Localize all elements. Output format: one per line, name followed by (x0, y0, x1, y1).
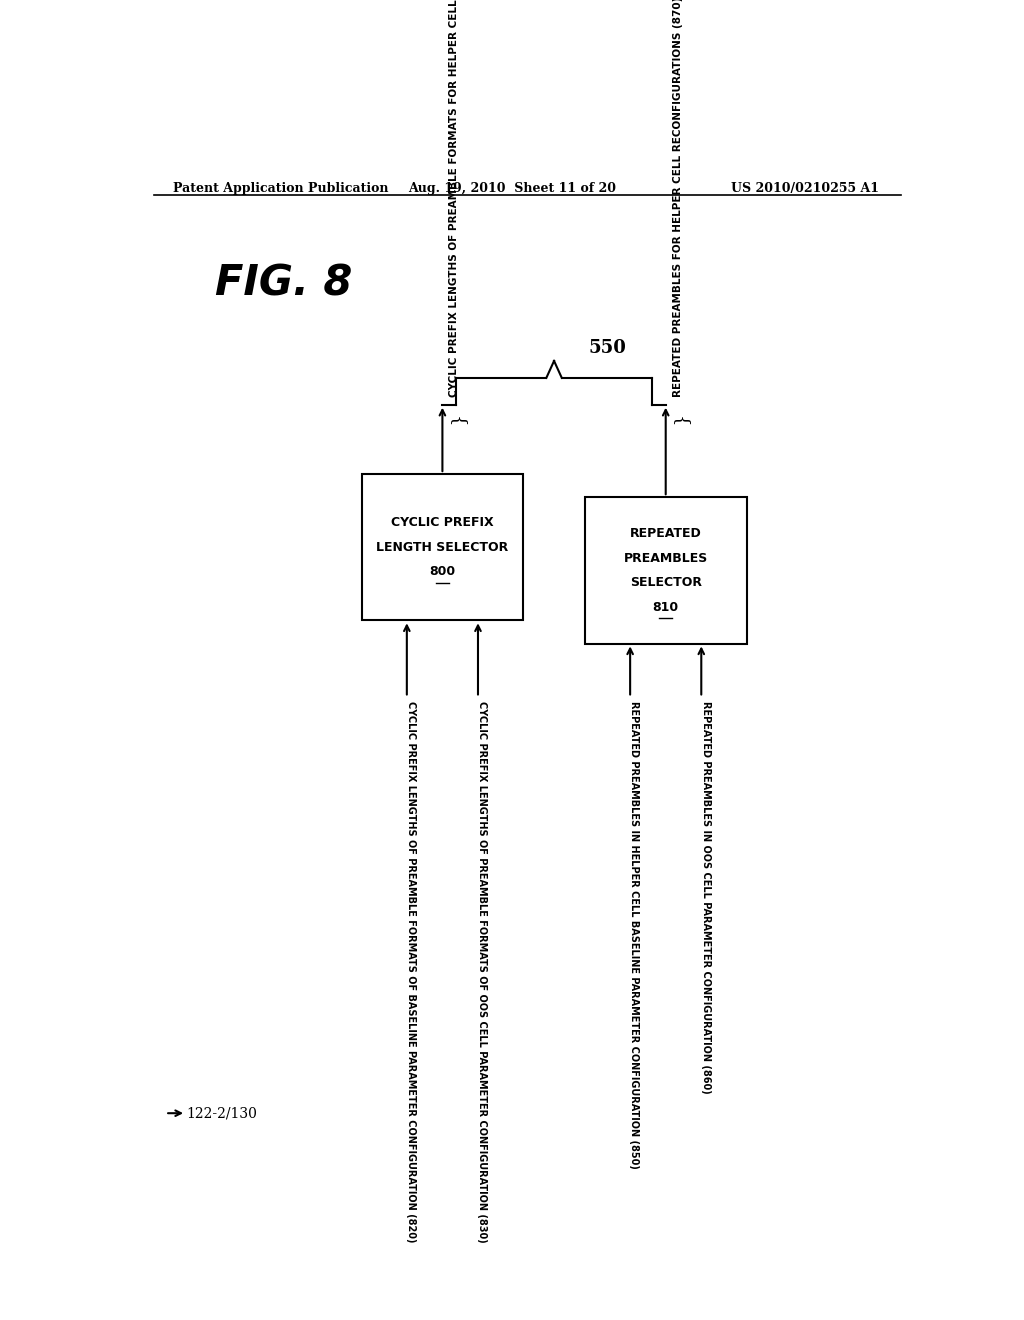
Text: SELECTOR: SELECTOR (630, 576, 701, 589)
Text: FIG. 8: FIG. 8 (215, 263, 352, 305)
Text: CYCLIC PREFIX LENGTHS OF PREAMBLE FORMATS FOR HELPER CELL RECONFIGS. (840): CYCLIC PREFIX LENGTHS OF PREAMBLE FORMAT… (450, 0, 460, 397)
Text: US 2010/0210255 A1: US 2010/0210255 A1 (731, 182, 880, 194)
Text: CYCLIC PREFIX LENGTHS OF PREAMBLE FORMATS OF OOS CELL PARAMETER CONFIGURATION (8: CYCLIC PREFIX LENGTHS OF PREAMBLE FORMAT… (477, 701, 487, 1243)
Bar (585, 498, 746, 644)
Text: 122-2/130: 122-2/130 (186, 1106, 257, 1121)
Text: Patent Application Publication: Patent Application Publication (173, 182, 388, 194)
Text: 800: 800 (429, 565, 456, 578)
Text: REPEATED PREAMBLES IN OOS CELL PARAMETER CONFIGURATION (860): REPEATED PREAMBLES IN OOS CELL PARAMETER… (700, 701, 711, 1094)
Text: REPEATED PREAMBLES IN HELPER CELL BASELINE PARAMETER CONFIGURATION (850): REPEATED PREAMBLES IN HELPER CELL BASELI… (630, 701, 639, 1170)
Text: PREAMBLES: PREAMBLES (624, 552, 708, 565)
Bar (361, 474, 523, 620)
Text: 550: 550 (589, 339, 627, 358)
Text: CYCLIC PREFIX: CYCLIC PREFIX (391, 516, 494, 529)
Text: REPEATED: REPEATED (630, 527, 701, 540)
Text: Aug. 19, 2010  Sheet 11 of 20: Aug. 19, 2010 Sheet 11 of 20 (408, 182, 615, 194)
Text: 810: 810 (652, 601, 679, 614)
Text: REPEATED PREAMBLES FOR HELPER CELL RECONFIGURATIONS (870): REPEATED PREAMBLES FOR HELPER CELL RECON… (673, 0, 683, 397)
Text: LENGTH SELECTOR: LENGTH SELECTOR (376, 541, 509, 554)
Text: CYCLIC PREFIX LENGTHS OF PREAMBLE FORMATS OF BASELINE PARAMETER CONFIGURATION (8: CYCLIC PREFIX LENGTHS OF PREAMBLE FORMAT… (407, 701, 416, 1242)
Text: {: { (447, 416, 466, 428)
Text: {: { (671, 416, 689, 428)
